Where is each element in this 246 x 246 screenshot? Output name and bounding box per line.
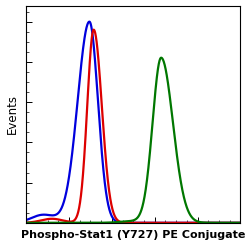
Y-axis label: Events: Events <box>6 94 18 134</box>
X-axis label: Phospho-Stat1 (Y727) PE Conjugate: Phospho-Stat1 (Y727) PE Conjugate <box>21 231 246 240</box>
